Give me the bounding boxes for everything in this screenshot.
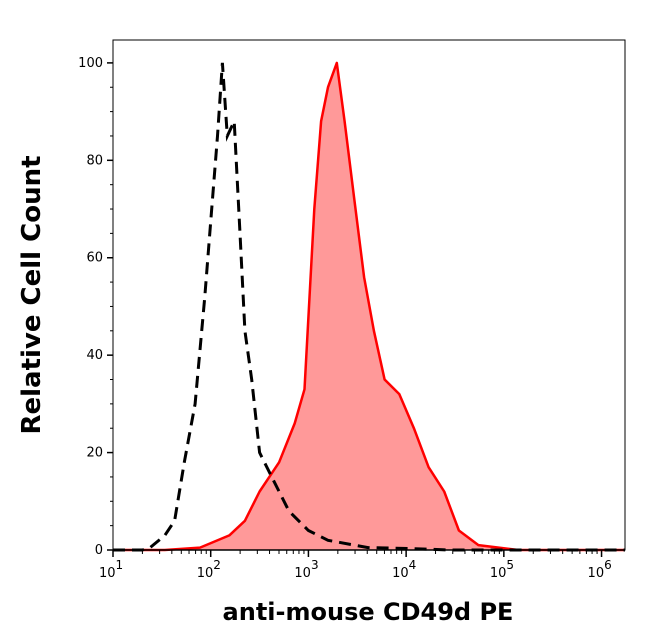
- series-line-0: [113, 62, 625, 552]
- x-tick-label: 106: [588, 558, 612, 581]
- y-tick-label: 100: [78, 56, 103, 71]
- y-tick-label: 80: [86, 153, 103, 168]
- x-tick-label: 105: [490, 558, 514, 581]
- y-tick-label: 0: [95, 543, 103, 558]
- x-tick-label: 102: [197, 558, 221, 581]
- y-tick-label: 60: [86, 251, 103, 266]
- series-line-1: [113, 61, 625, 552]
- x-tick-label: 101: [99, 558, 123, 581]
- x-tick-label: 104: [392, 558, 416, 581]
- y-tick-label: 40: [86, 348, 103, 363]
- x-axis-label: anti-mouse CD49d PE: [223, 598, 514, 626]
- y-axis-label: Relative Cell Count: [17, 155, 47, 434]
- y-tick-label: 20: [86, 446, 103, 461]
- x-tick-label: 103: [294, 558, 318, 581]
